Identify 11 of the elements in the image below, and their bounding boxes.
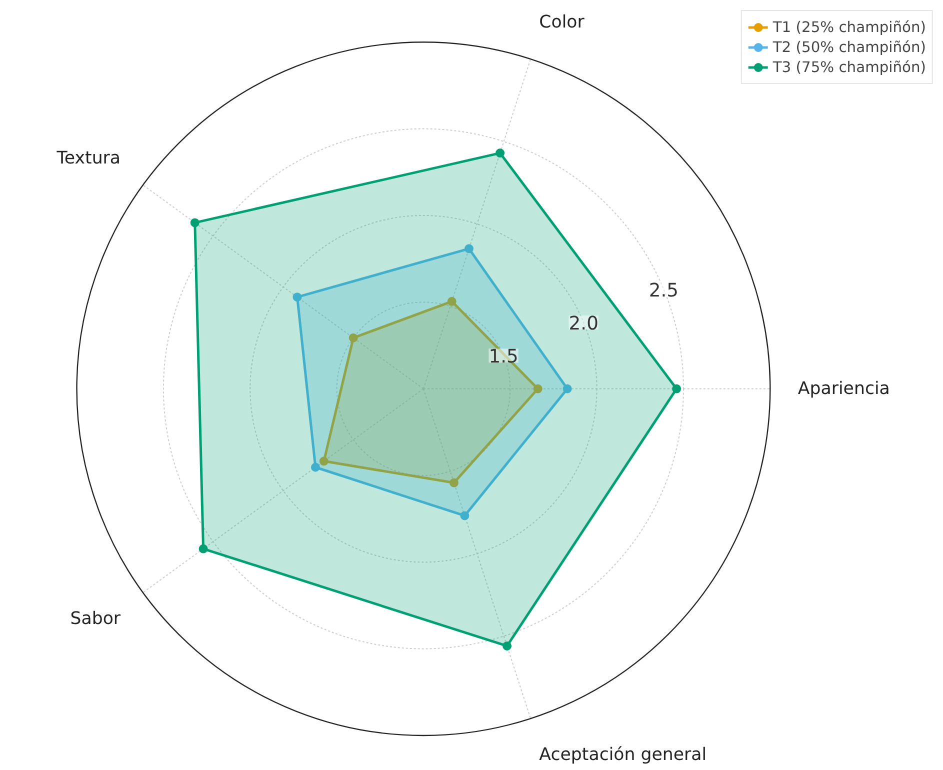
y-tick-label: 1.5 <box>488 346 518 368</box>
spoke-label: Sabor <box>70 608 122 629</box>
spoke-label: Apariencia <box>798 378 890 399</box>
legend-label: T1 (25% champiñón) <box>772 18 926 36</box>
legend-label: T3 (75% champiñón) <box>772 58 926 76</box>
spoke-label: Textura <box>56 148 121 169</box>
spoke-label: Aceptación general <box>539 744 707 765</box>
legend-label: T2 (50% champiñón) <box>772 38 926 56</box>
y-tick-label: 2.5 <box>648 280 679 302</box>
spoke-label: Color <box>539 12 586 33</box>
y-tick-label: 2.0 <box>568 313 598 334</box>
